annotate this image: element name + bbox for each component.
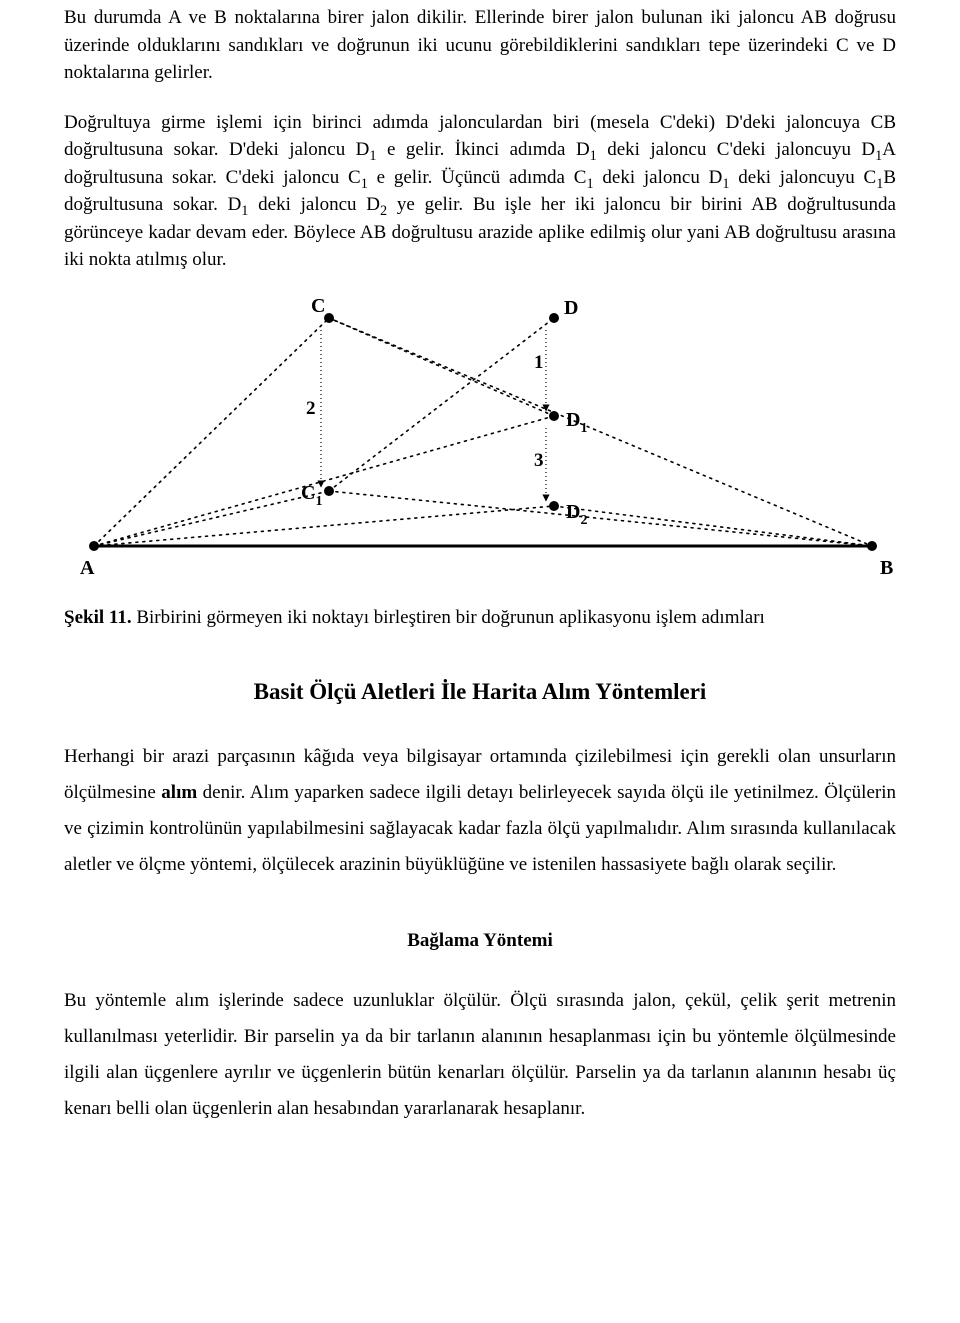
p2-seg-c: deki jaloncu C'deki jaloncuyu D [597,139,875,160]
section-heading: Basit Ölçü Aletleri İle Harita Alım Yönt… [64,675,896,708]
p2-seg-b: e gelir. İkinci adımda D [377,139,590,160]
svg-text:D1: D1 [566,409,587,436]
paragraph-3: Herhangi bir arazi parçasının kâğıda vey… [64,739,896,883]
p2-sub-1: 1 [369,148,376,164]
paragraph-1: Bu durumda A ve B noktalarına birer jalo… [64,4,896,87]
svg-text:C: C [311,296,325,317]
svg-text:3: 3 [534,450,544,471]
caption-lead: Şekil 11. [64,607,132,628]
p2-seg-f: deki jaloncu D [594,167,723,188]
svg-text:B: B [880,557,893,579]
p2-seg-e: e gelir. Üçüncü adımda C [368,167,587,188]
paragraph-2: Doğrultuya girme işlemi için birinci adı… [64,109,896,274]
figure-11-caption: Şekil 11. Birbirini görmeyen iki noktayı… [64,604,896,632]
svg-text:A: A [80,557,95,579]
figure-11-svg: A B C D D1 C1 D2 1 2 3 [64,296,896,596]
paragraph-4: Bu yöntemle alım işlerinde sadece uzunlu… [64,983,896,1127]
figure-11: A B C D D1 C1 D2 1 2 3 [64,296,896,596]
subsection-heading: Bağlama Yöntemi [64,927,896,955]
p2-sub-4: 1 [361,176,368,192]
svg-text:C1: C1 [301,482,322,509]
caption-text: Birbirini görmeyen iki noktayı birleştir… [132,607,765,628]
p2-seg-g: deki jaloncuyu C [729,167,876,188]
p3-bold: alım [161,782,197,803]
p2-sub-2: 1 [590,148,597,164]
p2-seg-i: deki jaloncu D [248,194,380,215]
svg-text:2: 2 [306,398,316,419]
p2-sub-5: 1 [586,176,593,192]
svg-text:D2: D2 [566,501,587,528]
svg-text:1: 1 [534,352,544,373]
svg-text:D: D [564,297,578,319]
